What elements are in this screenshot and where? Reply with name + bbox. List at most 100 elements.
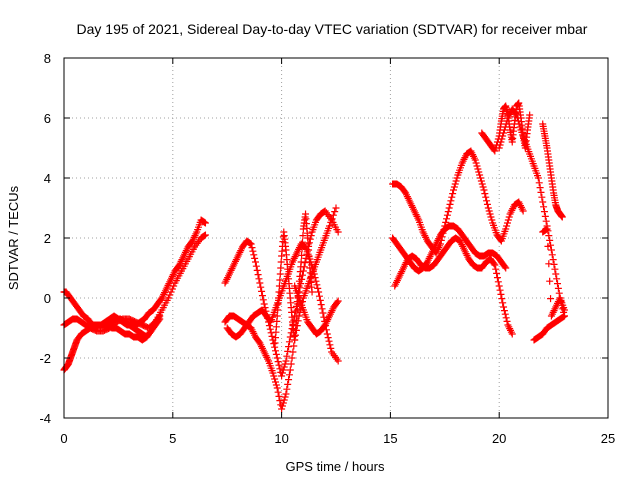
data-point bbox=[324, 334, 332, 342]
data-point bbox=[494, 278, 502, 286]
data-point bbox=[275, 288, 283, 296]
y-axis-label: SDTVAR / TECUs bbox=[6, 185, 21, 290]
y-tick-label: -2 bbox=[39, 351, 51, 366]
data-point bbox=[445, 204, 453, 212]
data-point bbox=[560, 306, 568, 314]
data-point bbox=[282, 357, 290, 365]
data-point bbox=[274, 306, 282, 314]
data-point bbox=[318, 305, 326, 313]
data-point bbox=[270, 372, 278, 380]
data-point bbox=[278, 372, 286, 380]
data-point bbox=[493, 274, 501, 282]
data-point bbox=[501, 123, 509, 131]
data-point bbox=[499, 299, 507, 307]
data-point bbox=[490, 260, 498, 268]
data-point bbox=[273, 384, 281, 392]
x-tick-label: 25 bbox=[601, 431, 615, 446]
data-point bbox=[534, 174, 542, 182]
data-point bbox=[501, 263, 509, 271]
series-arc-c6 bbox=[530, 312, 568, 344]
data-point bbox=[480, 186, 488, 194]
data-point bbox=[257, 283, 265, 291]
data-point bbox=[483, 197, 491, 205]
data-point bbox=[473, 162, 481, 170]
data-point bbox=[515, 120, 523, 128]
data-point bbox=[491, 147, 499, 155]
x-tick-label: 5 bbox=[169, 431, 176, 446]
data-point bbox=[164, 294, 172, 302]
data-point bbox=[537, 188, 545, 196]
data-point bbox=[451, 180, 459, 188]
data-point bbox=[519, 207, 527, 215]
data-point bbox=[288, 354, 296, 362]
data-point bbox=[551, 265, 559, 273]
data-point bbox=[554, 284, 562, 292]
data-point bbox=[317, 301, 325, 309]
data-point bbox=[327, 344, 335, 352]
data-point bbox=[326, 341, 334, 349]
data-point bbox=[487, 213, 495, 221]
data-point bbox=[248, 244, 256, 252]
data-marks bbox=[60, 99, 568, 413]
data-point bbox=[535, 179, 543, 187]
data-point bbox=[315, 288, 323, 296]
data-point bbox=[540, 208, 548, 216]
data-point bbox=[313, 281, 321, 289]
data-point bbox=[259, 296, 267, 304]
data-point bbox=[502, 314, 510, 322]
data-point bbox=[331, 208, 339, 216]
data-point bbox=[500, 129, 508, 137]
data-point bbox=[268, 332, 276, 340]
data-point bbox=[280, 363, 288, 371]
x-tick-label: 20 bbox=[492, 431, 506, 446]
data-point bbox=[298, 245, 306, 253]
data-point bbox=[273, 312, 281, 320]
y-tick-label: 6 bbox=[44, 111, 51, 126]
series-arc-b4 bbox=[271, 210, 316, 347]
data-point bbox=[472, 159, 480, 167]
data-point bbox=[305, 252, 313, 260]
data-point bbox=[560, 312, 568, 320]
data-point bbox=[502, 264, 510, 272]
data-point bbox=[481, 190, 489, 198]
data-point bbox=[498, 135, 506, 143]
data-point bbox=[503, 222, 511, 230]
data-point bbox=[545, 232, 553, 240]
data-point bbox=[167, 288, 175, 296]
data-point bbox=[298, 251, 306, 259]
data-point bbox=[272, 378, 280, 386]
data-point bbox=[495, 282, 503, 290]
data-point bbox=[548, 251, 556, 259]
data-point bbox=[500, 126, 508, 134]
data-point bbox=[333, 298, 341, 306]
data-point bbox=[471, 156, 479, 164]
data-point bbox=[491, 261, 499, 269]
data-point bbox=[540, 203, 548, 211]
chart-title: Day 195 of 2021, Sidereal Day-to-day VTE… bbox=[77, 21, 588, 37]
data-point bbox=[282, 390, 290, 398]
data-point bbox=[334, 357, 342, 365]
x-tick-label: 0 bbox=[60, 431, 67, 446]
data-point bbox=[553, 275, 561, 283]
data-point bbox=[549, 256, 557, 264]
series-arc-a4 bbox=[99, 312, 164, 344]
data-point bbox=[513, 114, 521, 122]
data-point bbox=[275, 392, 283, 400]
data-point bbox=[258, 287, 266, 295]
data-point bbox=[502, 225, 510, 233]
data-point bbox=[287, 360, 295, 368]
series-arc-c3 bbox=[391, 234, 516, 338]
data-point bbox=[260, 300, 268, 308]
series-arc-b3 bbox=[223, 240, 342, 365]
data-point bbox=[272, 381, 280, 389]
data-point bbox=[253, 266, 261, 274]
data-point bbox=[274, 388, 282, 396]
data-point bbox=[546, 277, 554, 285]
data-point bbox=[277, 258, 285, 266]
data-point bbox=[497, 138, 505, 146]
data-point bbox=[269, 369, 277, 377]
data-point bbox=[293, 306, 301, 314]
x-tick-label: 15 bbox=[383, 431, 397, 446]
data-point bbox=[255, 275, 263, 283]
data-point bbox=[501, 310, 509, 318]
